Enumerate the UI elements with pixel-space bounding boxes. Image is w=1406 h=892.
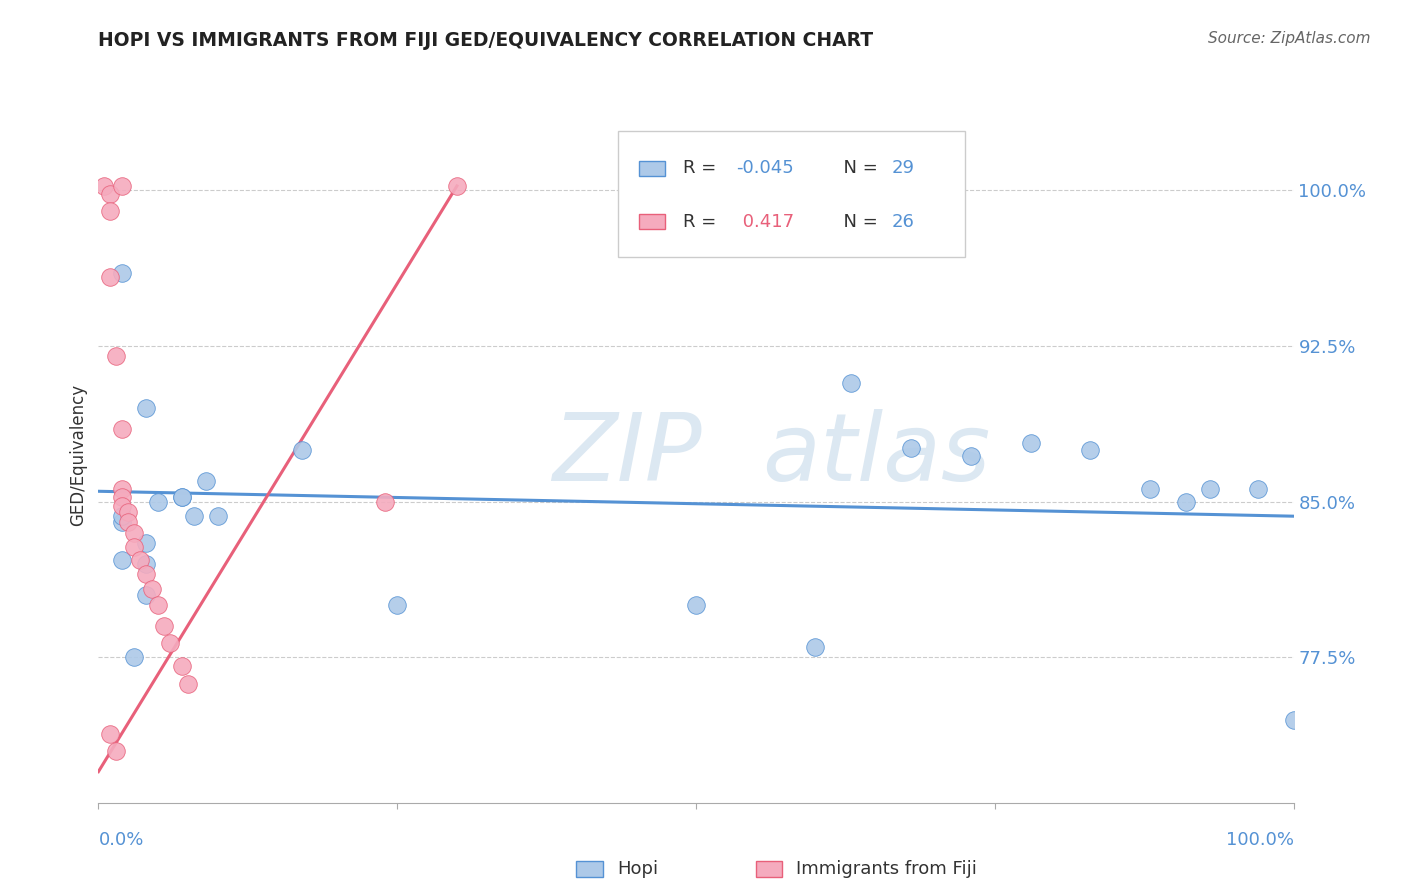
Point <box>135 588 157 602</box>
Text: Hopi: Hopi <box>617 860 658 878</box>
Text: R =: R = <box>683 160 721 178</box>
Text: ZIP: ZIP <box>553 409 702 500</box>
Text: R =: R = <box>683 213 721 231</box>
Point <box>129 553 152 567</box>
Point <box>172 658 194 673</box>
Text: -0.045: -0.045 <box>737 160 794 178</box>
Point <box>148 494 170 508</box>
Point <box>124 650 146 665</box>
Text: Source: ZipAtlas.com: Source: ZipAtlas.com <box>1208 31 1371 46</box>
Point <box>111 499 134 513</box>
Text: 100.0%: 100.0% <box>1226 830 1294 848</box>
Point <box>105 349 128 363</box>
Point <box>117 505 139 519</box>
Point <box>98 187 122 202</box>
FancyBboxPatch shape <box>619 131 965 257</box>
Point <box>105 744 128 758</box>
Point <box>183 509 205 524</box>
Text: 26: 26 <box>891 213 915 231</box>
Point <box>111 509 134 524</box>
Point <box>1282 713 1305 727</box>
Point <box>804 640 827 654</box>
Point <box>207 509 229 524</box>
Text: Immigrants from Fiji: Immigrants from Fiji <box>796 860 977 878</box>
Point <box>1080 442 1102 457</box>
FancyBboxPatch shape <box>638 214 665 229</box>
Point <box>1198 482 1220 496</box>
Point <box>172 491 194 505</box>
Point <box>135 536 157 550</box>
Point <box>93 178 115 193</box>
Point <box>153 619 176 633</box>
Text: 29: 29 <box>891 160 915 178</box>
Text: atlas: atlas <box>762 409 990 500</box>
Point <box>111 266 134 280</box>
Point <box>124 525 146 540</box>
Point <box>98 203 122 218</box>
FancyBboxPatch shape <box>576 862 603 877</box>
Point <box>111 482 134 496</box>
Point <box>194 474 217 488</box>
Point <box>1246 482 1268 496</box>
Point <box>135 401 157 416</box>
Point <box>1175 494 1198 508</box>
Point <box>374 494 396 508</box>
Point <box>1019 436 1042 450</box>
Point <box>839 376 862 391</box>
Point <box>172 491 194 505</box>
Point <box>111 516 134 530</box>
Point <box>111 178 134 193</box>
FancyBboxPatch shape <box>756 862 782 877</box>
Point <box>446 178 468 193</box>
Point <box>98 727 122 741</box>
Point <box>111 553 134 567</box>
Point <box>117 516 139 530</box>
Text: 0.0%: 0.0% <box>98 830 143 848</box>
Point <box>159 636 181 650</box>
Point <box>111 491 134 505</box>
Point <box>959 449 981 463</box>
Point <box>177 677 200 691</box>
Point <box>1139 482 1161 496</box>
Text: N =: N = <box>832 160 884 178</box>
Point <box>141 582 163 596</box>
Point <box>290 442 312 457</box>
Point <box>385 599 409 613</box>
Y-axis label: GED/Equivalency: GED/Equivalency <box>69 384 87 526</box>
Point <box>900 441 922 455</box>
Point <box>135 557 157 571</box>
Point <box>124 541 146 555</box>
Point <box>111 422 134 436</box>
Point <box>685 599 707 613</box>
Point <box>148 599 170 613</box>
Text: HOPI VS IMMIGRANTS FROM FIJI GED/EQUIVALENCY CORRELATION CHART: HOPI VS IMMIGRANTS FROM FIJI GED/EQUIVAL… <box>98 31 873 50</box>
Point <box>135 567 157 582</box>
Text: N =: N = <box>832 213 884 231</box>
Point <box>98 270 122 285</box>
FancyBboxPatch shape <box>638 161 665 176</box>
Text: 0.417: 0.417 <box>737 213 794 231</box>
